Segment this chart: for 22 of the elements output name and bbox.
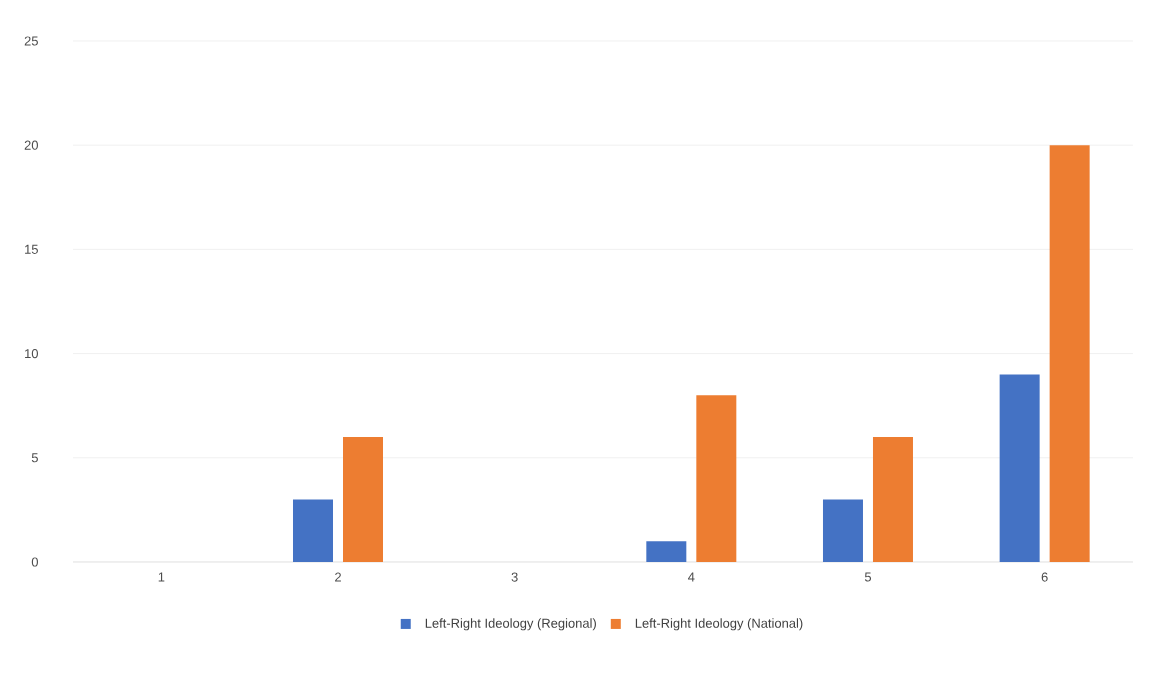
legend-label: Left-Right Ideology (National) [635,618,803,631]
bar [1049,145,1090,562]
legend-label: Left-Right Ideology (Regional) [425,618,596,631]
x-tick-label: 5 [864,572,872,582]
y-tick-label: 15 [25,244,38,254]
y-tick-label: 25 [24,36,38,46]
bar [293,499,333,562]
x-tick-label: 1 [158,572,165,582]
x-tick-label: 2 [335,572,341,582]
bar [999,374,1040,562]
bar [343,436,383,562]
y-tick-label: 0 [31,557,38,567]
y-tick-label: 20 [24,140,38,150]
y-tick-label: 10 [25,349,38,359]
bar [696,395,737,562]
x-tick-label: 3 [511,572,518,582]
y-tick-label: 5 [31,453,38,463]
bar [872,436,913,562]
bar [822,499,863,562]
x-tick-label: 4 [688,572,695,582]
x-tick-label: 6 [1041,572,1048,582]
bar [646,541,687,562]
